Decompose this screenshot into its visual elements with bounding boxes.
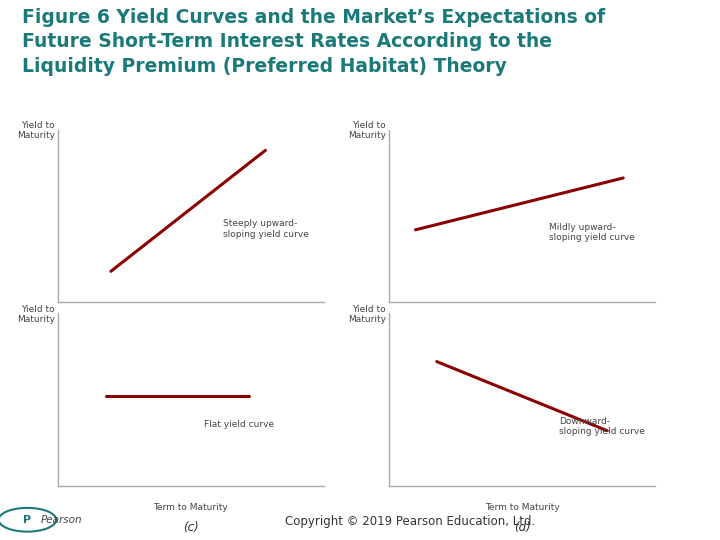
Text: Term to Maturity: Term to Maturity xyxy=(153,320,228,329)
Text: Term to Maturity: Term to Maturity xyxy=(485,320,559,329)
Text: Copyright © 2019 Pearson Education, Ltd.: Copyright © 2019 Pearson Education, Ltd. xyxy=(285,515,536,528)
Text: Mildly upward-
sloping yield curve: Mildly upward- sloping yield curve xyxy=(549,223,634,242)
Text: Flat yield curve: Flat yield curve xyxy=(204,420,274,429)
Text: Downward-
sloping yield curve: Downward- sloping yield curve xyxy=(559,417,645,436)
Text: Yield to
Maturity: Yield to Maturity xyxy=(348,121,386,140)
Text: Figure 6 Yield Curves and the Market’s Expectations of
Future Short-Term Interes: Figure 6 Yield Curves and the Market’s E… xyxy=(22,8,605,76)
Text: Yield to
Maturity: Yield to Maturity xyxy=(348,305,386,324)
Text: P: P xyxy=(23,515,32,525)
Text: (b): (b) xyxy=(513,337,531,350)
Text: Steeply upward-
sloping yield curve: Steeply upward- sloping yield curve xyxy=(222,219,309,239)
Text: (d): (d) xyxy=(513,521,531,534)
Text: Yield to
Maturity: Yield to Maturity xyxy=(17,305,55,324)
Text: Term to Maturity: Term to Maturity xyxy=(153,503,228,512)
Text: Pearson: Pearson xyxy=(40,515,82,525)
Text: Term to Maturity: Term to Maturity xyxy=(485,503,559,512)
Text: Yield to
Maturity: Yield to Maturity xyxy=(17,121,55,140)
Text: (a): (a) xyxy=(183,337,199,350)
Text: (c): (c) xyxy=(183,521,199,534)
